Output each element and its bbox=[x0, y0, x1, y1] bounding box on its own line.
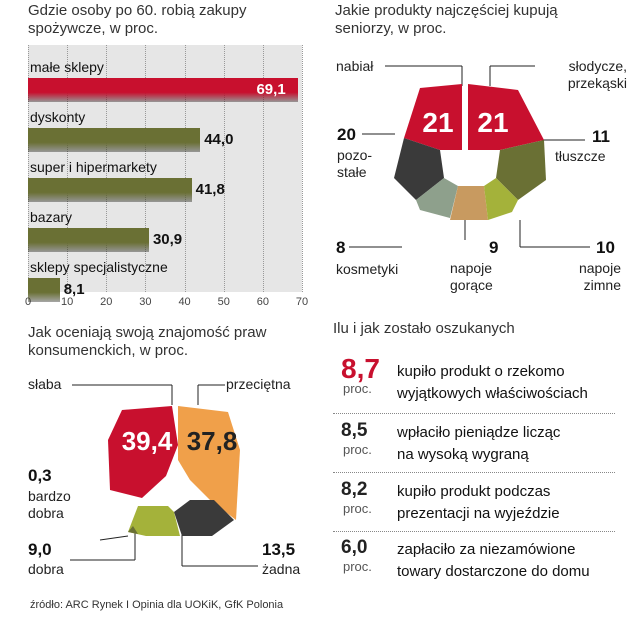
fraud-row: 8,5 proc. wpłaciło pieniądze licząc na w… bbox=[333, 420, 633, 475]
label-dobra: dobra bbox=[28, 561, 64, 577]
knowledge-chart-title: Jak oceniają swoją znajomość praw konsum… bbox=[28, 324, 267, 359]
fraud-unit: proc. bbox=[343, 442, 372, 457]
num-kosmetyki: 8 bbox=[336, 238, 346, 257]
fraud-row: 6,0 proc. zapłaciło za niezamówione towa… bbox=[333, 537, 633, 592]
segment-przecietna bbox=[178, 406, 240, 520]
bar bbox=[28, 178, 192, 202]
x-tick-label: 0 bbox=[24, 296, 32, 308]
bar-chart-title: Gdzie osoby po 60. robią zakupy spożywcz… bbox=[28, 2, 247, 37]
label-nabial: nabiał bbox=[336, 58, 374, 74]
x-tick-label: 30 bbox=[139, 296, 152, 308]
label-kosmetyki: kosmetyki bbox=[336, 261, 399, 277]
label-bdobra: bardzo dobra bbox=[28, 488, 71, 521]
gridline bbox=[262, 45, 264, 292]
bar-value-label: 8,1 bbox=[63, 281, 85, 298]
gridline bbox=[302, 45, 303, 292]
divider bbox=[333, 531, 615, 532]
bar-value-label: 30,9 bbox=[152, 231, 183, 248]
knowledge-donut: 39,4 37,8 bbox=[70, 384, 258, 567]
big-label-przecietna: 37,8 bbox=[187, 426, 238, 456]
bar-category-label: super i hipermarkety bbox=[30, 159, 157, 175]
big-label-nabial: 21 bbox=[422, 107, 453, 138]
fraud-value: 8,5 bbox=[341, 420, 368, 441]
bar bbox=[28, 128, 201, 152]
products-donut: 21 21 bbox=[349, 65, 590, 248]
big-label-slodycze: 21 bbox=[477, 107, 508, 138]
segment-slodycze bbox=[468, 84, 544, 150]
bar-category-label: małe sklepy bbox=[30, 59, 104, 75]
segment-kosmetyki bbox=[416, 178, 458, 218]
fraud-text: zapłaciło za niezamówione towary dostarc… bbox=[397, 541, 590, 580]
bar bbox=[28, 228, 149, 252]
bar-category-label: bazary bbox=[30, 209, 73, 225]
bar-chart: 0 10 20 30 40 50 60 70 małe sklepy 69,1 dyskonty 44… bbox=[0, 0, 320, 320]
num-dobra: 9,0 bbox=[28, 540, 52, 559]
fraud-row: 8,7 proc. kupiło produkt o rzekomo wyjąt… bbox=[333, 353, 633, 413]
fraud-text: wpłaciło pieniądze licząc na wysoką wygr… bbox=[397, 424, 561, 463]
segment-zimne bbox=[484, 178, 518, 220]
label-slaba: słaba bbox=[28, 376, 62, 392]
num-tluszcze: 11 bbox=[592, 127, 610, 146]
fraud-table-title: Ilu i jak zostało oszukanych bbox=[333, 320, 515, 337]
gridline bbox=[106, 45, 108, 292]
gridline bbox=[184, 45, 186, 292]
num-zadna: 13,5 bbox=[262, 540, 296, 559]
segment-pozostale bbox=[394, 138, 444, 200]
segment-tluszcze bbox=[496, 140, 546, 200]
x-tick-label: 70 bbox=[295, 296, 309, 308]
fraud-value: 6,0 bbox=[341, 537, 368, 558]
num-gorace: 9 bbox=[489, 238, 499, 257]
label-zimne: napoje zimne bbox=[578, 260, 621, 293]
label-przecietna: przeciętna bbox=[226, 376, 291, 392]
num-bdobra: 0,3 bbox=[28, 466, 52, 485]
segment-bdobra bbox=[128, 526, 138, 534]
segment-nabial bbox=[404, 84, 462, 150]
bar-value-label: 69,1 bbox=[256, 81, 286, 98]
x-tick-label: 40 bbox=[178, 296, 191, 308]
bar-value-label: 44,0 bbox=[204, 131, 234, 148]
bar-value-label: 41,8 bbox=[195, 181, 225, 198]
divider bbox=[333, 472, 615, 473]
gridline bbox=[223, 45, 225, 292]
segment-dobra bbox=[128, 506, 180, 536]
label-gorace: napoje gorące bbox=[450, 260, 493, 293]
divider bbox=[333, 413, 615, 414]
segment-zadna bbox=[174, 500, 234, 536]
gridline bbox=[28, 45, 29, 292]
label-zadna: żadna bbox=[262, 561, 301, 577]
x-tick-label: 20 bbox=[100, 296, 113, 308]
fraud-unit: proc. bbox=[343, 559, 372, 574]
fraud-value: 8,7 bbox=[341, 353, 380, 384]
big-label-slaba: 39,4 bbox=[122, 426, 173, 456]
label-slodycze: słodycze, przekąski bbox=[567, 58, 627, 91]
segment-gorace bbox=[450, 186, 488, 220]
bar-category-label: dyskonty bbox=[30, 109, 86, 125]
label-pozostale: pozo- stałe bbox=[337, 147, 373, 180]
fraud-unit: proc. bbox=[343, 501, 372, 516]
fraud-unit: proc. bbox=[343, 381, 372, 396]
num-pozostale: 20 bbox=[337, 125, 356, 144]
bar-category-label: sklepy specjalistyczne bbox=[30, 259, 168, 275]
gridline bbox=[67, 45, 69, 292]
gridline bbox=[145, 45, 147, 292]
num-zimne: 10 bbox=[596, 238, 615, 257]
x-tick-label: 10 bbox=[61, 296, 74, 308]
x-tick-label: 60 bbox=[256, 296, 269, 308]
fraud-text: kupiło produkt o rzekomo wyjątkowych wła… bbox=[397, 363, 588, 402]
x-tick-label: 50 bbox=[217, 296, 230, 308]
bar bbox=[28, 278, 60, 302]
products-chart-title: Jakie produkty najczęściej kupują senior… bbox=[335, 2, 558, 37]
fraud-text: kupiło produkt podczas prezentacji na wy… bbox=[397, 483, 560, 522]
fraud-row: 8,2 proc. kupiło produkt podczas prezent… bbox=[333, 479, 633, 534]
source-note: źródło: ARC Rynek I Opinia dla UOKiK, Gf… bbox=[30, 599, 284, 611]
segment-slaba bbox=[108, 406, 178, 498]
bar bbox=[28, 78, 299, 102]
fraud-value: 8,2 bbox=[341, 479, 368, 500]
label-tluszcze: tłuszcze bbox=[555, 148, 606, 164]
